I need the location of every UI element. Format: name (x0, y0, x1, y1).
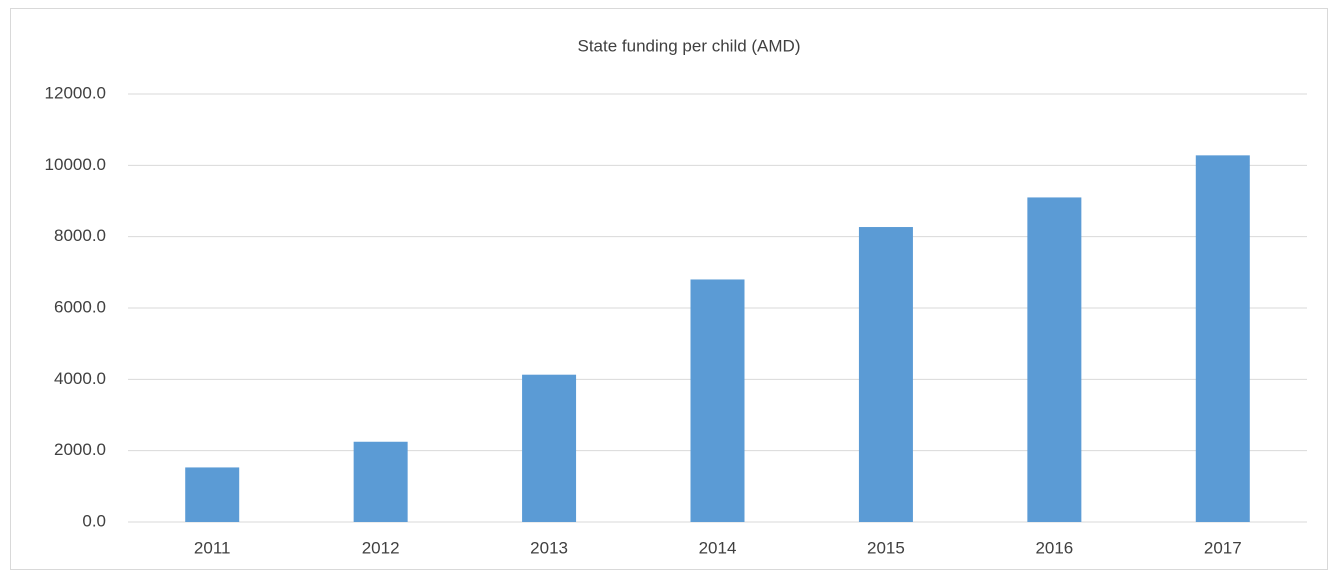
y-tick-label: 4000.0 (54, 369, 106, 388)
bar (690, 279, 745, 522)
x-tick-label: 2015 (867, 538, 905, 557)
bar (1195, 155, 1250, 522)
y-tick-label: 6000.0 (54, 297, 106, 316)
y-tick-label: 2000.0 (54, 440, 106, 459)
y-tick-label: 10000.0 (45, 155, 106, 174)
y-tick-label: 12000.0 (45, 83, 106, 102)
bar (858, 227, 913, 522)
bar (185, 467, 240, 522)
bar (522, 374, 577, 522)
bar (1027, 197, 1082, 522)
x-tick-label: 2016 (1035, 538, 1073, 557)
x-tick-label: 2017 (1204, 538, 1242, 557)
x-tick-label: 2014 (699, 538, 737, 557)
x-tick-label: 2011 (194, 538, 231, 557)
bar (353, 441, 408, 522)
y-tick-label: 0.0 (82, 511, 106, 530)
x-tick-label: 2012 (362, 538, 400, 557)
y-tick-label: 8000.0 (54, 226, 106, 245)
x-tick-label: 2013 (530, 538, 568, 557)
chart-title: State funding per child (AMD) (578, 36, 801, 55)
